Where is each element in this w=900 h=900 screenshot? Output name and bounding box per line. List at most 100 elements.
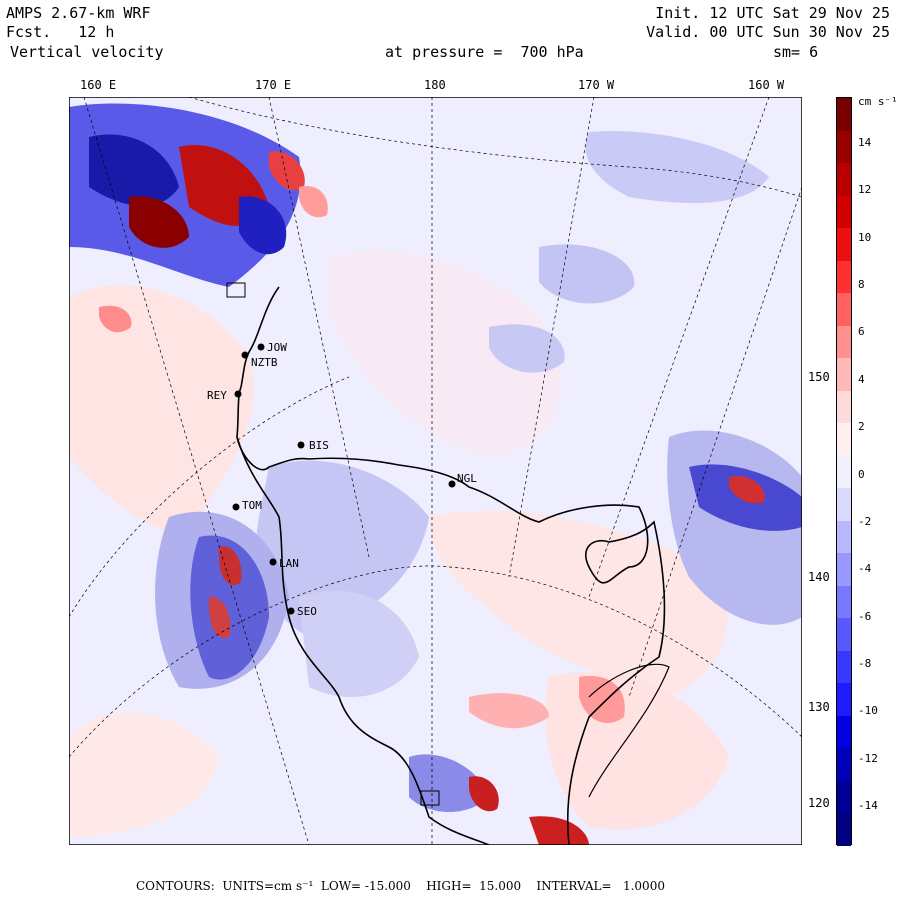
positive-region	[429, 510, 728, 697]
positive-region	[69, 712, 219, 837]
station-tom: TOM	[232, 499, 262, 512]
colorbar-tick-label: -2	[858, 514, 872, 528]
colorbar-swatch	[837, 195, 851, 229]
ascent-cell	[529, 816, 589, 845]
lat-label-120w: 120 W	[808, 796, 845, 810]
positive-region	[579, 676, 625, 724]
colorbar-tick-label: 14	[858, 136, 872, 149]
wave-ascent-cell	[209, 596, 231, 638]
coastline	[236, 286, 666, 845]
svg-text:SEO: SEO	[297, 605, 317, 618]
station-seo: SEO	[287, 605, 317, 618]
colorbar-tick-label: -4	[858, 562, 872, 576]
station-jow: JOW	[257, 341, 287, 354]
svg-text:NZTB: NZTB	[251, 356, 278, 369]
colorbar-tick-label: 12	[858, 183, 872, 197]
negative-region	[299, 590, 419, 697]
colorbar	[836, 97, 852, 847]
lon-label-170e: 170 E	[255, 78, 292, 92]
vertical-velocity-map: NZTB JOW REY BIS NGL TOM	[69, 97, 802, 845]
colorbar-tick-label: 0	[858, 467, 865, 481]
colorbar-swatch	[837, 293, 851, 327]
colorbar-swatch	[837, 748, 851, 782]
colorbar-units: cm s⁻¹	[858, 95, 898, 108]
forecast-hour: Fcst. 12 h	[6, 23, 115, 41]
positive-region	[329, 250, 562, 457]
colorbar-swatch	[837, 488, 851, 522]
descent-cell	[409, 754, 489, 812]
colorbar-swatch	[837, 780, 851, 814]
station-box-marker	[420, 790, 440, 806]
colorbar-tick-label: 8	[858, 278, 865, 292]
station-ngl: NGL	[448, 472, 477, 488]
strong-descent-core	[239, 196, 287, 255]
colorbar-tick-label: 4	[858, 372, 865, 386]
ice-shelf-edge	[588, 663, 670, 798]
init-time: Init. 12 UTC Sat 29 Nov 25	[655, 4, 890, 22]
colorbar-swatch	[837, 325, 851, 359]
colorbar-swatch	[837, 813, 851, 847]
colorbar-swatch	[837, 163, 851, 197]
colorbar-swatch	[837, 650, 851, 684]
coastline-west	[236, 436, 490, 845]
colorbar-tick-label: -14	[858, 799, 878, 812]
ascent-cell	[469, 776, 499, 812]
svg-text:LAN: LAN	[279, 557, 299, 570]
positive-region	[69, 285, 254, 537]
smoothing-level: sm= 6	[773, 43, 819, 61]
colorbar-tick-label: 2	[858, 420, 865, 434]
station-rey: REY	[207, 389, 242, 402]
strong-descent-core	[89, 134, 179, 206]
lon-label-160w: 160 W	[748, 78, 785, 92]
colorbar-swatch	[837, 683, 851, 717]
svg-text:BIS: BIS	[309, 439, 329, 452]
strong-ascent-core	[129, 196, 189, 248]
lat-label-150w: 150 W	[808, 370, 845, 384]
colorbar-swatch	[837, 423, 851, 457]
colorbar-swatch	[837, 618, 851, 652]
contour-info: CONTOURS: UNITS=cm s⁻¹ LOW= -15.000 HIGH…	[136, 879, 665, 893]
colorbar-swatch	[837, 715, 851, 749]
colorbar-tick-label: -12	[858, 751, 878, 765]
negative-region	[539, 244, 635, 304]
model-title: AMPS 2.67-km WRF	[6, 4, 151, 22]
lat-label-130w: 130 W	[808, 700, 845, 714]
valid-time: Valid. 00 UTC Sun 30 Nov 25	[646, 23, 890, 41]
pressure-level: at pressure = 700 hPa	[385, 43, 584, 61]
svg-text:NGL: NGL	[457, 472, 477, 485]
svg-text:REY: REY	[207, 389, 227, 402]
colorbar-tick-label: 6	[858, 325, 865, 339]
colorbar-tick-label: -6	[858, 609, 872, 623]
station-box-marker	[226, 282, 246, 298]
positive-region	[469, 693, 549, 729]
negative-region	[585, 131, 769, 203]
station-lan: LAN	[269, 557, 299, 570]
negative-region	[489, 324, 565, 373]
colorbar-swatch	[837, 260, 851, 294]
colorbar-swatch	[837, 130, 851, 164]
negative-region	[256, 460, 429, 637]
ascent-cell	[269, 151, 305, 191]
lon-label-180: 180	[424, 78, 446, 92]
station-bis: BIS	[297, 439, 329, 452]
field-name: Vertical velocity	[10, 43, 164, 61]
colorbar-swatch	[837, 390, 851, 424]
lat-label-140w: 140 W	[808, 570, 845, 584]
svg-text:TOM: TOM	[242, 499, 262, 512]
colorbar-swatch	[837, 455, 851, 489]
colorbar-swatch	[837, 358, 851, 392]
colorbar-tick-label: 10	[858, 230, 872, 244]
colorbar-tick-label: -10	[858, 704, 878, 718]
positive-cell	[299, 186, 328, 218]
ascent-cell	[729, 476, 765, 504]
graticule-parallels	[69, 97, 802, 758]
colorbar-tick-label: -8	[858, 656, 872, 670]
wave-ascent-cell	[219, 546, 242, 586]
wave-descent-region	[190, 535, 269, 680]
colorbar-swatch	[837, 520, 851, 554]
colorbar-swatch	[837, 98, 851, 132]
colorbar-swatch	[837, 585, 851, 619]
lon-label-170w: 170 W	[578, 78, 615, 92]
station-nztb: NZTB	[241, 351, 278, 369]
svg-text:JOW: JOW	[267, 341, 287, 354]
